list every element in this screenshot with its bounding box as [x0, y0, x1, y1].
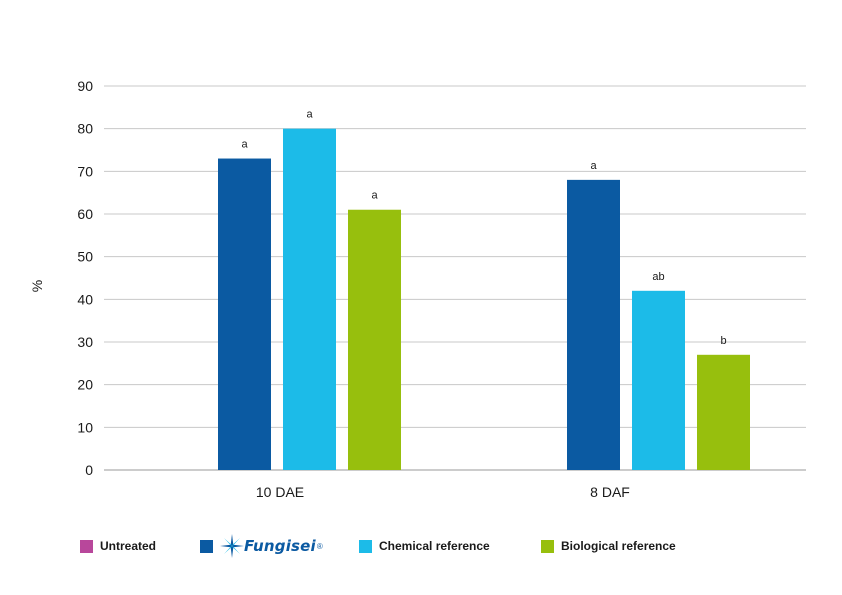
fungisei-logo: Fungisei ® — [220, 534, 323, 558]
bars — [218, 128, 750, 471]
legend-swatch-biological-reference — [541, 539, 554, 553]
bar-chemical-reference-1 — [632, 290, 685, 470]
legend-label-chemical-reference: Chemical reference — [379, 539, 490, 553]
legend-swatch-fungisei — [200, 539, 213, 553]
y-tick-label: 60 — [77, 206, 93, 222]
significance-label: a — [371, 190, 378, 202]
legend-label-untreated: Untreated — [100, 539, 157, 553]
y-tick-label: 80 — [77, 121, 93, 137]
x-category-label: 8 DAF — [590, 484, 630, 500]
x-category-label: 10 DAE — [256, 484, 304, 500]
x-axis-categories: 10 DAE 8 DAF — [256, 484, 630, 500]
y-tick-label: 10 — [77, 419, 93, 435]
registered-mark: ® — [316, 541, 323, 551]
y-axis-label: % — [29, 280, 45, 292]
significance-label: a — [306, 109, 313, 121]
bar-biological-reference-1 — [697, 354, 750, 470]
y-tick-label: 40 — [77, 291, 93, 307]
legend-swatch-chemical-reference — [359, 539, 372, 553]
legend-item-untreated: Untreated — [80, 537, 156, 555]
bar-biological-reference-0 — [348, 209, 401, 470]
y-tick-label: 90 — [77, 78, 93, 94]
legend-swatch-untreated — [80, 539, 93, 553]
y-tick-label: 70 — [77, 163, 93, 179]
significance-labels: a a a a ab b — [241, 109, 726, 347]
significance-label: ab — [652, 271, 664, 283]
significance-label: a — [241, 139, 248, 151]
brand-name: Fungisei — [244, 537, 316, 555]
legend-item-biological-reference: Biological reference — [541, 537, 676, 555]
significance-label: a — [590, 160, 597, 172]
legend: Untreated Fungisei ® — [80, 534, 780, 558]
bar-fungisei-0 — [218, 158, 271, 471]
legend-item-fungisei: Fungisei ® — [200, 534, 323, 558]
y-tick-label: 0 — [85, 462, 93, 478]
y-axis-ticks: 0 10 20 30 40 50 60 70 80 90 — [77, 78, 93, 478]
y-tick-label: 30 — [77, 334, 93, 350]
legend-item-chemical-reference: Chemical reference — [359, 537, 490, 555]
bar-chemical-reference-0 — [283, 128, 336, 470]
significance-label: b — [720, 335, 726, 347]
star-icon — [220, 534, 244, 558]
legend-label-biological-reference: Biological reference — [561, 539, 676, 553]
bar-fungisei-1 — [567, 179, 620, 470]
y-tick-label: 20 — [77, 377, 93, 393]
y-tick-label: 50 — [77, 249, 93, 265]
